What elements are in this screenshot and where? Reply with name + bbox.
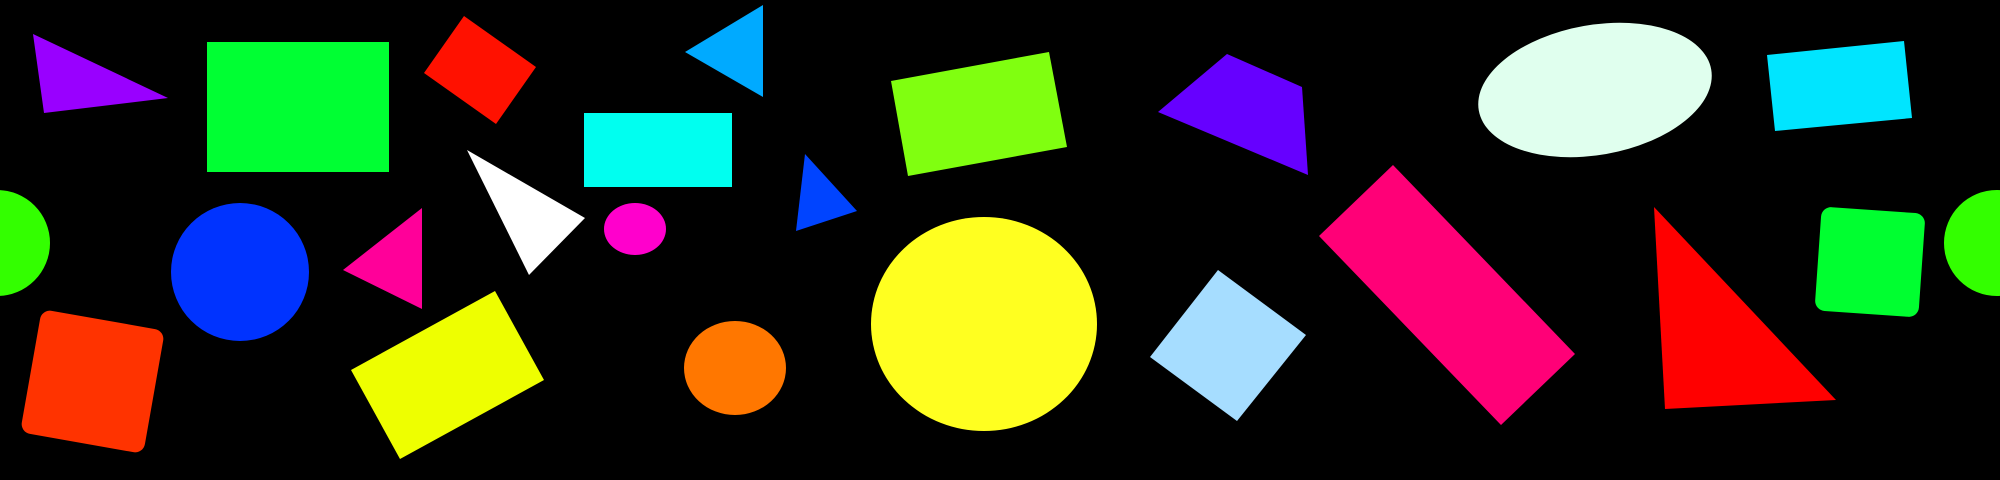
lime-tilted-rectangle (891, 52, 1067, 176)
red-diamond (424, 16, 536, 124)
red-rounded-square (21, 310, 164, 453)
yellow-tilted-rectangle (351, 291, 544, 459)
green-half-circle-left (0, 190, 50, 296)
yellow-circle (871, 217, 1097, 431)
light-blue-diamond (1150, 270, 1306, 421)
green-rounded-square (1815, 207, 1925, 317)
orange-circle (684, 321, 786, 415)
sky-blue-triangle (685, 5, 763, 97)
green-half-circle-right (1944, 190, 2000, 296)
blue-circle (171, 203, 309, 341)
magenta-triangle (343, 208, 422, 309)
cyan-rectangle (584, 113, 732, 187)
violet-quadrilateral (1158, 54, 1308, 175)
white-triangle (467, 150, 585, 275)
red-triangle (1654, 207, 1836, 409)
purple-triangle (33, 34, 168, 113)
mint-ellipse (1478, 22, 1712, 158)
pink-ellipse (604, 203, 666, 255)
green-rectangle (207, 42, 389, 172)
blue-small-triangle (796, 154, 857, 231)
aqua-tilted-rectangle (1767, 41, 1912, 131)
crimson-tilted-rectangle (1319, 165, 1575, 425)
